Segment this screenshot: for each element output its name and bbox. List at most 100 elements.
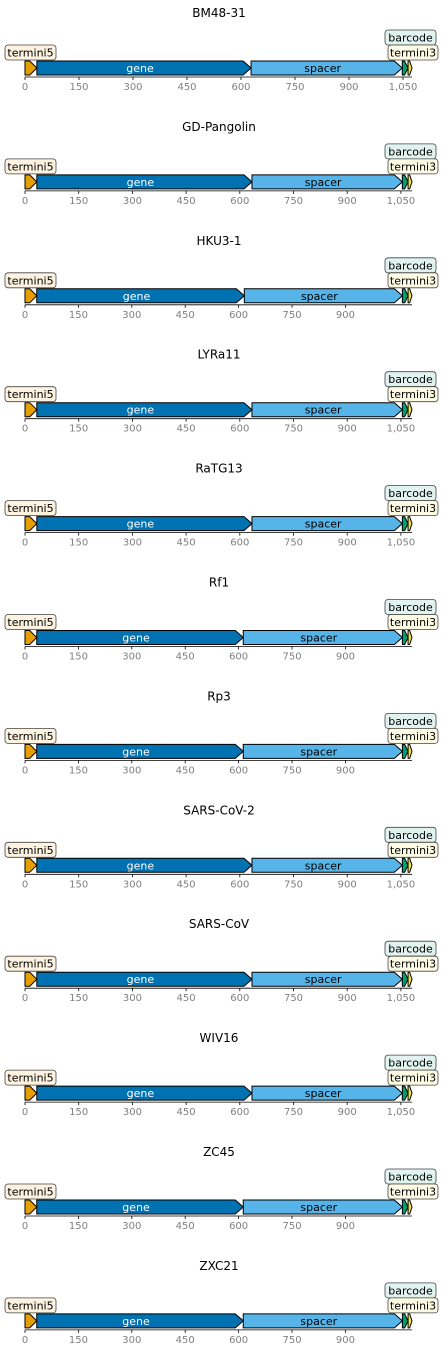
termini5-label: termini5 [7, 47, 53, 60]
tick-label: 450 [176, 765, 195, 776]
tick-label: 150 [69, 538, 88, 549]
panel-title: HKU3-1 [197, 234, 242, 248]
termini3-label: termini3 [390, 160, 436, 173]
tick-label: 0 [22, 538, 28, 549]
spacer-feature [242, 743, 404, 759]
barcode-feature [401, 857, 409, 873]
gene-label: gene [127, 176, 155, 189]
spacer-feature [251, 402, 404, 418]
termini3-label: termini3 [390, 844, 436, 857]
termini5-feature [24, 1085, 38, 1101]
termini3-label: termini3 [390, 274, 436, 287]
tick-label: 150 [69, 993, 88, 1004]
spacer-label: spacer [305, 859, 342, 872]
gene-feature [36, 1199, 245, 1215]
termini3-label-box [387, 841, 439, 858]
barcode-label: barcode [388, 1171, 433, 1184]
tick-label: 900 [339, 82, 358, 93]
spacer-feature [251, 857, 404, 873]
barcode-feature [401, 402, 409, 418]
tick-label: 600 [229, 652, 248, 663]
barcode-label: barcode [388, 145, 433, 158]
spacer-label: spacer [300, 632, 337, 645]
spacer-label: spacer [304, 62, 341, 75]
spacer-feature [251, 174, 404, 190]
tick-label: 600 [230, 1107, 249, 1118]
tick-label: 1,050 [387, 538, 416, 549]
tick-label: 0 [22, 1221, 28, 1232]
tick-label: 750 [282, 310, 301, 321]
gene-label: gene [127, 859, 155, 872]
tick-label: 300 [123, 424, 142, 435]
barcode-feature [401, 1085, 409, 1101]
termini3-label: termini3 [390, 1186, 436, 1199]
tick-label: 900 [338, 196, 357, 207]
tick-label: 300 [123, 196, 142, 207]
tick-label: 150 [69, 1221, 88, 1232]
tick-label: 450 [177, 538, 196, 549]
barcode-feature [401, 630, 409, 645]
barcode-feature [401, 516, 409, 532]
panel-ratg13: RaTG13 0 150 300 450 600 750 900 1,050 termini5 ge… [4, 462, 439, 549]
tick-label: 600 [231, 82, 250, 93]
tick-label: 750 [285, 82, 304, 93]
tick-label: 150 [69, 310, 88, 321]
tick-label: 300 [122, 765, 141, 776]
tick-label: 900 [336, 765, 355, 776]
termini5-label-box [4, 386, 57, 403]
termini5-label: termini5 [7, 388, 53, 401]
gene-feature [36, 630, 245, 645]
tick-label: 150 [69, 1107, 88, 1118]
gene-feature [36, 174, 253, 190]
barcode-label: barcode [388, 601, 433, 614]
panel-rp3: Rp3 0 150 300 450 600 750 900 termini5 gene spacer… [4, 689, 439, 776]
termini3-feature [407, 174, 413, 190]
tick-label: 750 [284, 424, 303, 435]
spacer-feature [242, 1199, 404, 1215]
termini3-label: termini3 [390, 616, 436, 629]
gene-feature [36, 1085, 253, 1101]
tick-label: 750 [284, 538, 303, 549]
termini5-feature [24, 516, 38, 532]
gene-feature [36, 1313, 245, 1329]
gene-label: gene [122, 1315, 150, 1328]
tick-label: 450 [176, 310, 195, 321]
termini3-label-box [387, 272, 439, 289]
tick-label: 750 [282, 1221, 301, 1232]
barcode-label: barcode [388, 32, 433, 45]
termini5-label-box [4, 955, 57, 972]
panel-sars-cov: SARS-CoV 0 150 300 450 600 750 900 1,050 termini5… [4, 917, 439, 1004]
gene-feature [36, 288, 246, 304]
tick-label: 750 [284, 1107, 303, 1118]
tick-label: 1,050 [387, 879, 416, 890]
tick-label: 0 [22, 765, 28, 776]
tick-label: 450 [177, 1107, 196, 1118]
termini3-feature [407, 516, 413, 532]
tick-label: 1,050 [387, 1107, 416, 1118]
termini5-feature [24, 174, 38, 190]
termini5-label: termini5 [7, 1186, 53, 1199]
gene-label: gene [126, 62, 154, 75]
panel-title: ZXC21 [199, 1259, 238, 1273]
tick-label: 900 [336, 1221, 355, 1232]
spacer-label: spacer [301, 290, 338, 303]
panel-title: WIV16 [200, 1031, 239, 1045]
termini5-label-box [4, 1183, 57, 1200]
tick-label: 300 [122, 310, 141, 321]
tick-label: 1,050 [389, 82, 418, 93]
tick-label: 0 [22, 310, 28, 321]
barcode-label: barcode [388, 1057, 433, 1070]
tick-label: 900 [336, 310, 355, 321]
tick-label: 450 [176, 652, 195, 663]
tick-label: 600 [230, 538, 249, 549]
termini5-label: termini5 [7, 274, 53, 287]
termini5-feature [24, 857, 38, 873]
termini3-label: termini3 [390, 502, 436, 515]
spacer-label: spacer [305, 1087, 342, 1100]
termini3-label-box [387, 614, 439, 630]
gene-label: gene [122, 745, 150, 758]
termini5-label-box [4, 841, 57, 858]
gene-label: gene [123, 290, 151, 303]
panel-gd-pangolin: GD-Pangolin 0 150 300 450 600 750 900 1,050 termi… [4, 120, 439, 207]
